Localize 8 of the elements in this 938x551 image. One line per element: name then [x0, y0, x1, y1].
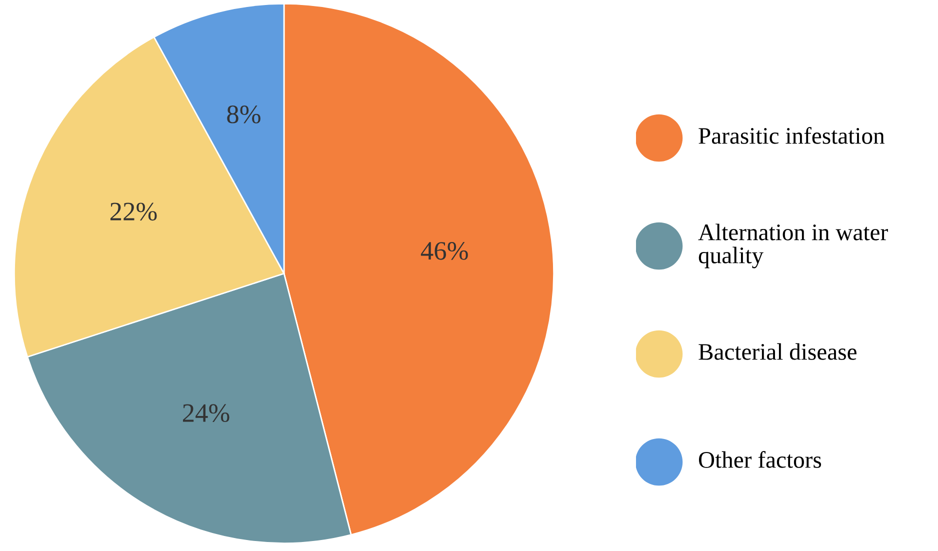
legend-label: Bacterial disease [698, 343, 856, 360]
legend-label: Other factors [698, 451, 822, 468]
data-label: 46% [420, 242, 468, 260]
legend-label: Parasitic infestation [698, 127, 885, 144]
data-label: 22% [110, 202, 157, 221]
legend-label: Alternation in water quality [698, 224, 888, 268]
data-label: 8% [227, 106, 260, 124]
data-label: 24% [182, 404, 230, 422]
